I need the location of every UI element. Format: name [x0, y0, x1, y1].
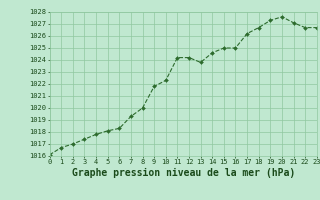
X-axis label: Graphe pression niveau de la mer (hPa): Graphe pression niveau de la mer (hPa): [72, 168, 295, 178]
